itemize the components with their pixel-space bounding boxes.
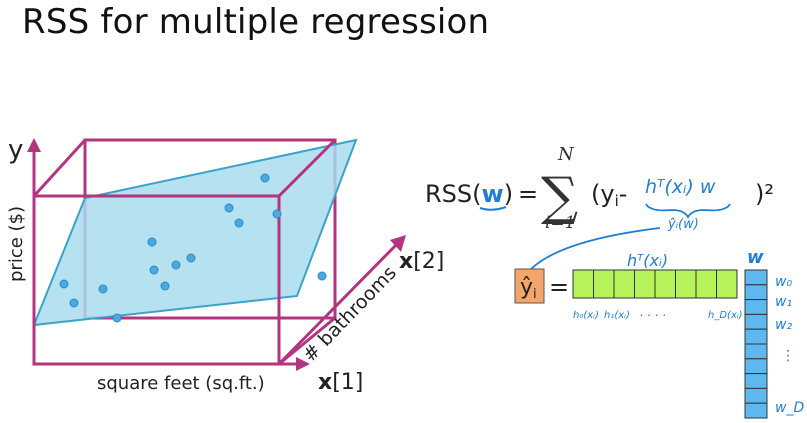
w-vector-cell <box>744 313 768 330</box>
squared-close: )² <box>755 180 774 208</box>
w-vector-cell <box>744 284 768 301</box>
regression-plane <box>32 138 358 327</box>
h-bottom-label: h₁(xᵢ) <box>604 310 630 321</box>
connector-arrow <box>529 227 661 271</box>
w-vector-cell <box>744 328 768 345</box>
data-point <box>272 209 282 219</box>
h-row-vector <box>572 269 738 299</box>
rss-w: w <box>482 180 504 208</box>
data-point <box>149 265 159 275</box>
page-title: RSS for multiple regression <box>22 2 490 42</box>
rss-formula: RSS(w) = N ∑ i=1 (yi- hᵀ(xᵢ) w ŷᵢ(w) )² <box>425 144 774 271</box>
rss-equals: = <box>518 180 538 208</box>
h-vector-cell <box>593 269 615 299</box>
w-vector-cell <box>744 269 768 286</box>
data-point <box>69 298 79 308</box>
w-column-vector <box>744 269 768 419</box>
box-edge-top-right <box>277 138 337 198</box>
minus-sign: - <box>619 180 628 208</box>
h-vector-label: hᵀ(xᵢ) <box>627 251 668 270</box>
scatter-3d-plot: y price ($) square feet (sq.ft.) x[1] x[… <box>6 135 444 395</box>
w-vector-cell <box>744 373 768 389</box>
y-open: (y <box>591 180 615 208</box>
h-vector-cell <box>675 269 697 299</box>
w-vector-cell <box>744 358 768 375</box>
data-point <box>186 253 196 263</box>
handwritten-yhat: ŷᵢ(w) <box>667 217 699 232</box>
price-axis-label: price ($) <box>6 206 27 282</box>
x1-index: [1] <box>332 370 363 395</box>
x2-axis-label: x[2] <box>399 249 444 274</box>
residual-open: (yi- <box>591 180 627 210</box>
data-point <box>112 313 122 323</box>
w-underline <box>479 206 507 211</box>
h-bottom-label: h₀(xᵢ) <box>573 310 599 321</box>
x2-bold: x <box>399 249 413 274</box>
w-side-label: w₁ <box>775 294 792 310</box>
x1-axis-arrowhead <box>296 357 310 371</box>
matrix-product: ŷi = hᵀ(xᵢ) h₀(xᵢ) h₁(xᵢ) . . . . h_D(xᵢ… <box>514 247 804 419</box>
w-vector-cell <box>744 343 768 360</box>
h-vector-cell <box>716 269 738 299</box>
w-side-label: w_D <box>775 400 804 416</box>
y-subscript: i <box>615 192 619 210</box>
data-point <box>59 279 69 289</box>
x1-bold: x <box>318 370 332 395</box>
x2-axis <box>277 241 400 366</box>
yhat-symbol: ŷi <box>520 275 537 302</box>
data-point <box>171 260 181 270</box>
data-point <box>234 218 244 228</box>
yhat-box <box>514 268 545 304</box>
w-side-label: w₂ <box>775 317 792 333</box>
w-vector-cell <box>744 299 768 315</box>
y-axis-label: y <box>8 135 23 165</box>
rss-suffix: ) <box>504 180 513 208</box>
w-vector-cell <box>744 402 768 419</box>
h-vector-cell <box>572 269 594 299</box>
data-point <box>98 284 108 294</box>
data-point <box>224 203 234 213</box>
data-point <box>260 173 270 183</box>
w-side-label: w₀ <box>775 274 792 290</box>
bathrooms-axis-label: # bathrooms <box>299 262 401 367</box>
h-vector-cell <box>695 269 717 299</box>
data-point <box>317 271 327 281</box>
rss-formula-line: RSS(w) <box>425 180 513 208</box>
underbrace <box>645 203 731 219</box>
h-vector-cell <box>634 269 656 299</box>
box-edge-top-left <box>32 138 87 198</box>
x2-index: [2] <box>413 249 444 274</box>
sum-upper-limit: N <box>557 144 575 165</box>
h-vector-cell <box>654 269 676 299</box>
matrix-equals: = <box>549 273 569 301</box>
y-axis-arrowhead <box>27 138 41 152</box>
w-side-label: ⋮ <box>781 348 795 364</box>
yhat-letter: ŷ <box>520 275 533 300</box>
h-bottom-label: h_D(xᵢ) <box>708 310 743 321</box>
w-vector-cell <box>744 387 768 404</box>
x1-axis-label: x[1] <box>318 370 363 395</box>
h-bottom-label: . . . . <box>640 305 667 319</box>
handwritten-prediction: hᵀ(xᵢ) w <box>645 176 716 198</box>
sum-symbol: ∑ <box>541 167 578 227</box>
w-vector-label: w <box>747 247 764 268</box>
sum-lower-limit: i=1 <box>545 213 576 233</box>
rss-prefix: RSS( <box>425 180 482 208</box>
data-point <box>147 237 157 247</box>
data-points <box>59 173 327 323</box>
data-point <box>160 281 170 291</box>
sqft-axis-label: square feet (sq.ft.) <box>97 373 265 394</box>
x2-axis-arrowhead <box>390 235 406 252</box>
yhat-subscript: i <box>533 287 537 302</box>
h-vector-cell <box>613 269 635 299</box>
